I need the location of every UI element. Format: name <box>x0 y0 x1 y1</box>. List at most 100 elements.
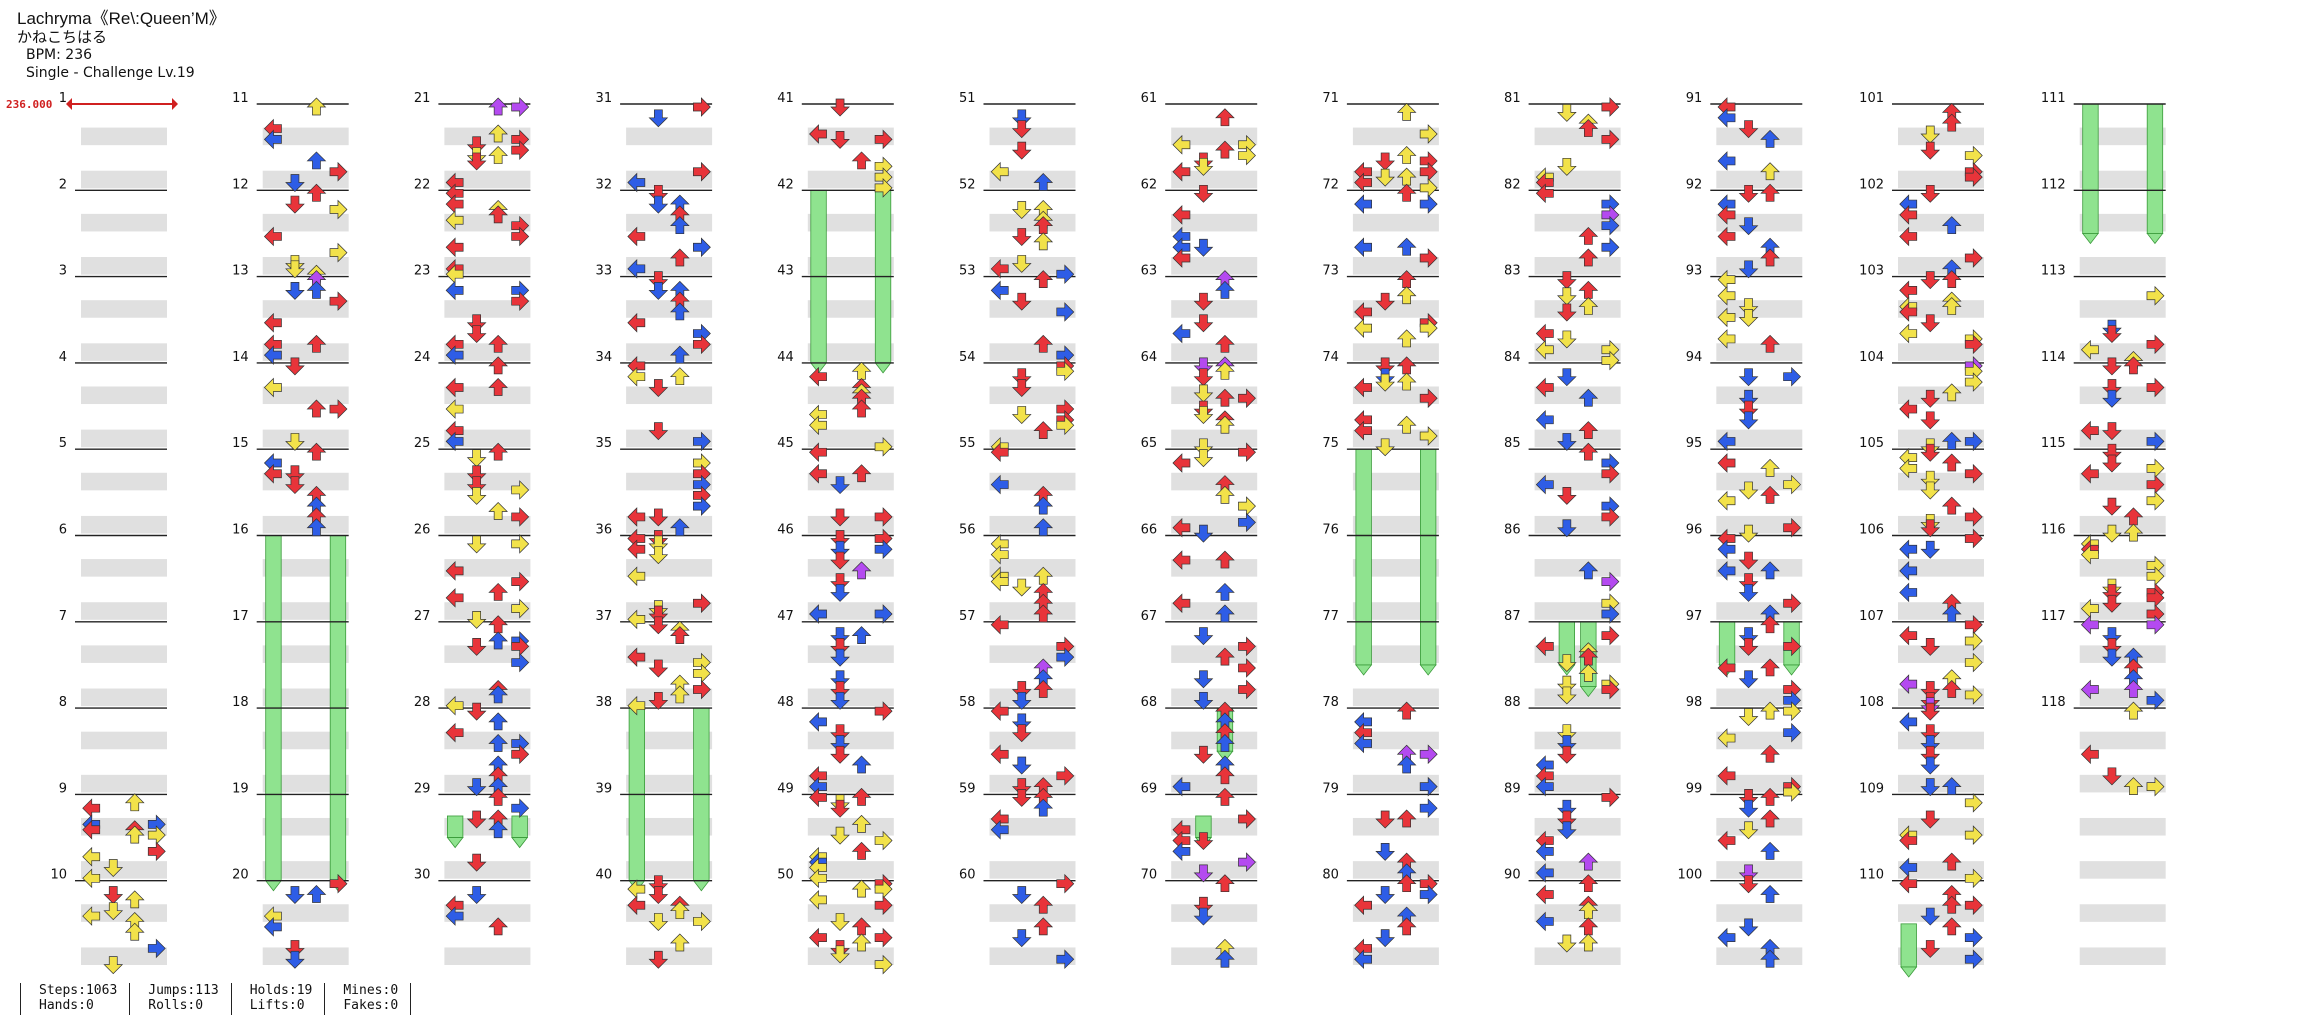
arrow-note <box>1941 496 1962 515</box>
arrow-note <box>1964 167 1983 187</box>
arrow-note <box>488 582 508 601</box>
shaded-row <box>989 559 1076 577</box>
arrow-note <box>488 205 508 224</box>
arrow-note <box>147 841 166 862</box>
shaded-row <box>1716 300 1803 318</box>
arrow-note <box>1354 377 1373 398</box>
arrow-note <box>1920 745 1941 764</box>
measure-number: 25 <box>414 436 431 451</box>
shaded-row <box>262 127 349 146</box>
arrow-note <box>306 442 327 461</box>
arrow-note <box>627 226 646 247</box>
shaded-row <box>262 170 349 189</box>
arrow-note <box>1964 431 1983 452</box>
arrow-note <box>1760 701 1780 720</box>
shaded-row <box>2079 170 2166 189</box>
hold-body <box>2082 103 2099 234</box>
measure-number: 117 <box>2041 609 2066 624</box>
arrow-note <box>670 216 690 235</box>
arrow-note <box>1396 146 1417 164</box>
arrow-note <box>1238 679 1256 700</box>
arrow-note <box>445 399 464 419</box>
arrow-note <box>511 97 530 117</box>
arrow-note <box>1738 821 1759 840</box>
arrow-note <box>1601 237 1620 258</box>
measure-number: 2 <box>59 177 67 192</box>
shaded-row <box>1716 343 1803 361</box>
measure-number: 87 <box>1504 609 1521 624</box>
measure-number: 75 <box>1322 436 1339 451</box>
arrow-note <box>1354 194 1373 214</box>
shaded-row <box>989 688 1076 707</box>
measure-number: 82 <box>1504 177 1521 192</box>
shaded-row <box>626 127 713 146</box>
arrow-note <box>1193 238 1214 257</box>
shaded-row <box>1898 429 1984 448</box>
shaded-row <box>807 645 894 663</box>
arrow-note <box>1238 145 1256 166</box>
arrow-note <box>285 476 305 495</box>
arrow-note <box>1920 389 1941 408</box>
arrow-note <box>627 366 646 387</box>
measure-number: 55 <box>959 436 976 451</box>
arrow-note <box>1899 674 1918 694</box>
shaded-row <box>807 429 894 448</box>
shaded-row <box>1534 645 1621 663</box>
arrow-note <box>809 463 827 484</box>
arrow-note <box>2102 524 2122 543</box>
arrow-note <box>1941 270 1962 288</box>
arrow-note <box>124 890 145 909</box>
arrow-note <box>445 377 464 398</box>
shaded-row <box>1898 904 1984 922</box>
arrow-note <box>1899 226 1918 247</box>
measure-number: 109 <box>1859 781 1884 796</box>
arrow-note <box>990 474 1009 495</box>
arrow-note <box>2123 356 2144 375</box>
shaded-row <box>626 947 713 965</box>
shaded-row <box>1171 904 1258 922</box>
arrow-note <box>692 593 711 614</box>
shaded-row <box>1171 343 1258 361</box>
shaded-row <box>1534 559 1621 577</box>
measure-number: 90 <box>1504 868 1521 883</box>
arrow-note <box>511 598 530 619</box>
shaded-row <box>81 300 167 318</box>
measure-number: 7 <box>59 609 67 624</box>
arrow-note <box>511 291 530 312</box>
shaded-row <box>807 602 894 620</box>
shaded-row <box>262 213 349 232</box>
arrow-note <box>1717 151 1736 171</box>
arrow-note <box>1354 420 1373 441</box>
arrow-note <box>1578 561 1599 580</box>
arrow-note <box>1535 841 1554 862</box>
arrow-note <box>1011 691 1032 710</box>
measure-number: 32 <box>596 177 613 192</box>
shaded-row <box>1716 170 1803 189</box>
arrow-note <box>1964 372 1983 392</box>
shaded-row <box>444 559 531 577</box>
measure-number: 108 <box>1859 695 1884 710</box>
shaded-row <box>1352 170 1439 189</box>
shaded-row <box>1352 645 1439 663</box>
arrow-note <box>1738 411 1759 430</box>
arrow-note <box>1535 636 1554 657</box>
measure-number: 111 <box>2041 91 2066 106</box>
arrow-note <box>1964 825 1983 846</box>
arrow-note <box>329 199 348 220</box>
arrow-note <box>1783 366 1802 387</box>
measure-number: 91 <box>1686 91 1703 106</box>
arrow-note <box>466 638 487 656</box>
shaded-row <box>262 947 349 965</box>
shaded-row <box>2079 515 2166 534</box>
shaded-row <box>1716 904 1803 922</box>
arrow-note <box>1964 895 1983 916</box>
arrow-note <box>1557 724 1577 743</box>
arrow-note <box>1578 248 1599 267</box>
arrow-note <box>445 906 464 926</box>
arrow-note <box>1375 152 1395 171</box>
shaded-row <box>1534 515 1621 534</box>
shaded-row <box>989 731 1076 750</box>
shaded-row <box>807 127 894 146</box>
arrow-note <box>1717 830 1736 851</box>
shaded-row <box>989 170 1076 189</box>
